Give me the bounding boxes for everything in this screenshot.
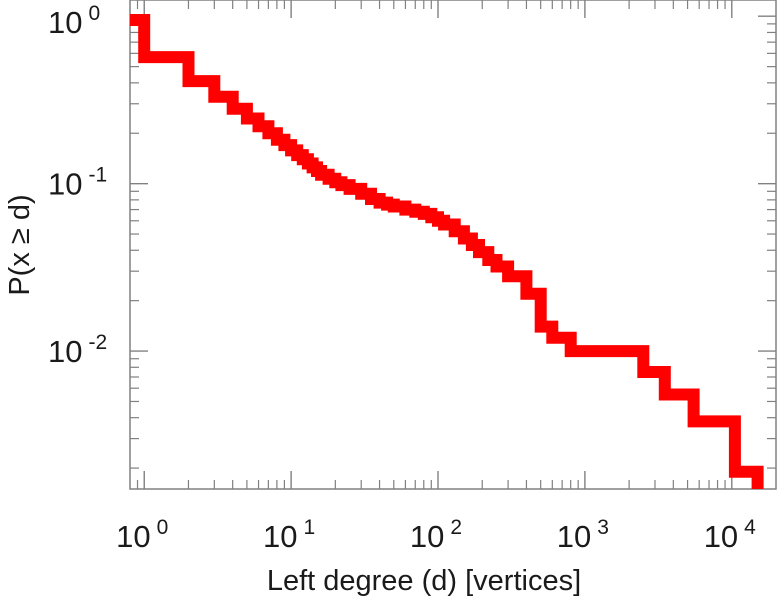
minor-ticks — [130, 0, 776, 489]
x-tick-label: 10 1 — [263, 516, 315, 554]
plot-area — [130, 14, 764, 489]
x-tick-labels: 10 0 10 1 10 2 10 3 10 4 — [116, 516, 756, 554]
series-line-0 — [130, 14, 764, 489]
x-axis-title: Left degree (d) [vertices] — [267, 565, 581, 597]
x-tick-label: 10 4 — [704, 516, 756, 554]
y-tick-label: 10 -2 — [48, 331, 107, 369]
y-axis-title: P(x ≥ d) — [4, 194, 36, 295]
major-ticks — [130, 0, 776, 489]
x-tick-label: 10 0 — [116, 516, 168, 554]
x-tick-label: 10 3 — [557, 516, 609, 554]
x-tick-label: 10 2 — [410, 516, 462, 554]
y-tick-label: 10 -1 — [48, 164, 107, 202]
plot-frame — [129, 0, 777, 490]
y-tick-label: 10 0 — [48, 2, 100, 40]
